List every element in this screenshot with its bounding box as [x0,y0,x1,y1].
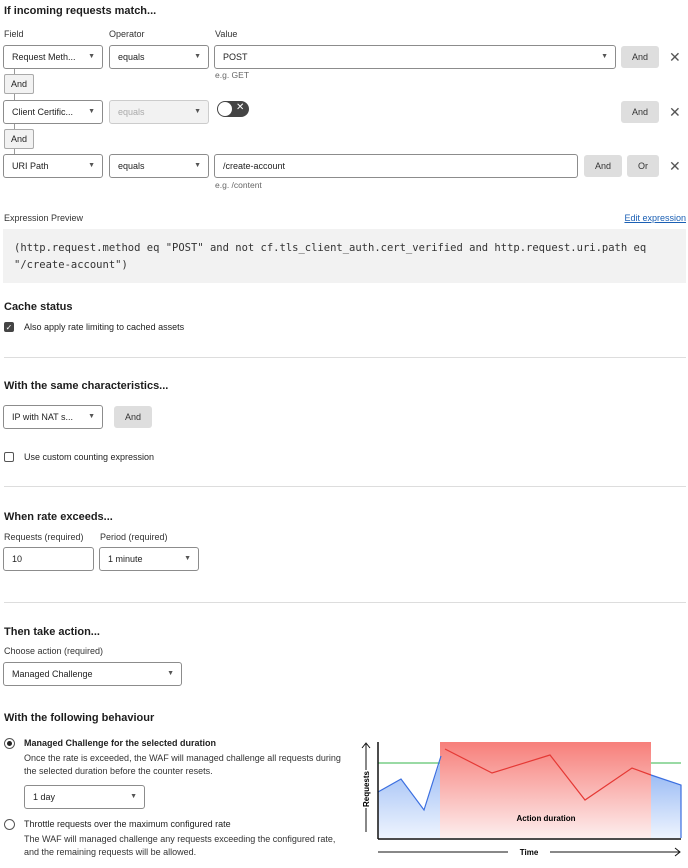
operator-column-label: Operator [109,29,145,39]
field-value: Client Certific... [12,107,74,117]
field-select-uri-path[interactable]: URI Path ▼ [3,154,103,178]
custom-expression-label: Use custom counting expression [24,452,155,462]
certificate-toggle[interactable]: ✕ [217,101,249,117]
divider [4,602,686,603]
caret-down-icon: ▼ [194,108,201,115]
caret-down-icon: ▼ [88,108,95,115]
operator-select-disabled: equals ▼ [109,100,209,124]
cache-heading: Cache status [4,301,73,313]
and-button[interactable]: And [621,46,659,68]
value-text: POST [223,52,248,62]
below-line [377,755,442,812]
x-axis-label: Time [520,848,539,857]
close-icon[interactable]: ✕ [669,104,681,120]
period-label: Period (required) [100,532,168,542]
custom-expression-checkbox[interactable] [4,452,14,462]
below-area-right [651,775,681,838]
field-value: Request Meth... [12,52,76,62]
or-button[interactable]: Or [627,155,659,177]
and-button[interactable]: And [621,101,659,123]
field-value: URI Path [12,161,49,171]
caret-down-icon: ▼ [88,53,95,60]
characteristic-value: IP with NAT s... [12,412,74,422]
radio-managed-challenge-duration[interactable] [4,738,15,749]
value-text: /create-account [223,161,286,171]
x-icon: ✕ [236,102,245,113]
caret-down-icon: ▼ [184,555,191,562]
caret-down-icon: ▼ [194,53,201,60]
field-select-request-method[interactable]: Request Meth... ▼ [3,45,103,69]
close-icon[interactable]: ✕ [669,158,681,174]
period-value: 1 minute [108,554,143,564]
field-select-client-certificate[interactable]: Client Certific... ▼ [3,100,103,124]
action-heading: Then take action... [4,626,100,638]
characteristic-select[interactable]: IP with NAT s... ▼ [3,405,103,429]
below-line-right [650,774,682,838]
requests-label: Requests (required) [4,532,84,542]
expression-preview: (http.request.method eq "POST" and not c… [3,229,686,283]
radio-throttle[interactable] [4,819,15,830]
y-axis-label: Requests [362,770,371,807]
y-arrow-head [361,742,371,749]
cache-checkbox-label: Also apply rate limiting to cached asset… [24,322,185,332]
rate-heading: When rate exceeds... [4,511,113,523]
and-button[interactable]: And [114,406,152,428]
value-input[interactable]: /create-account [214,154,578,178]
edit-expression-link[interactable]: Edit expression [624,213,686,223]
match-heading: If incoming requests match... [4,5,157,17]
connector-and[interactable]: And [4,129,34,149]
option-description: Once the rate is exceeded, the WAF will … [24,753,341,776]
below-area [378,762,440,838]
expression-preview-label: Expression Preview [4,213,84,223]
rate-limit-illustration: Time Requests Action duration [360,742,682,857]
x-arrow-head [674,847,681,857]
action-duration-label: Action duration [516,814,575,823]
divider [4,486,686,487]
action-select[interactable]: Managed Challenge ▼ [3,662,182,686]
above-line [444,748,652,801]
operator-select[interactable]: equals ▼ [109,154,209,178]
connector-and[interactable]: And [4,74,34,94]
value-hint: e.g. GET [215,70,250,80]
caret-down-icon: ▼ [167,670,174,677]
choose-action-label: Choose action (required) [4,646,104,656]
period-select[interactable]: 1 minute ▼ [99,547,199,571]
behaviour-heading: With the following behaviour [4,712,155,724]
close-icon[interactable]: ✕ [669,49,681,65]
option-title: Throttle requests over the maximum confi… [24,819,231,829]
operator-value: equals [118,52,145,62]
action-value: Managed Challenge [12,669,93,679]
value-column-label: Value [215,29,238,39]
and-button[interactable]: And [584,155,622,177]
duration-value: 1 day [33,792,56,802]
cache-checkbox[interactable]: ✓ [4,322,14,332]
duration-select[interactable]: 1 day ▼ [24,785,145,809]
requests-value: 10 [12,554,23,564]
characteristics-heading: With the same characteristics... [4,380,169,392]
divider [4,357,686,358]
operator-value: equals [118,161,145,171]
operator-select[interactable]: equals ▼ [109,45,209,69]
caret-down-icon: ▼ [601,53,608,60]
option-description: The WAF will managed challenge any reque… [24,834,336,857]
caret-down-icon: ▼ [130,793,137,800]
value-select[interactable]: POST ▼ [214,45,616,69]
caret-down-icon: ▼ [88,413,95,420]
action-duration-region [440,742,651,838]
field-column-label: Field [4,29,24,39]
requests-input[interactable]: 10 [3,547,94,571]
caret-down-icon: ▼ [88,162,95,169]
operator-value: equals [118,107,145,117]
option-title: Managed Challenge for the selected durat… [24,738,217,748]
toggle-knob [218,102,232,116]
caret-down-icon: ▼ [194,162,201,169]
value-hint: e.g. /content [215,180,262,190]
